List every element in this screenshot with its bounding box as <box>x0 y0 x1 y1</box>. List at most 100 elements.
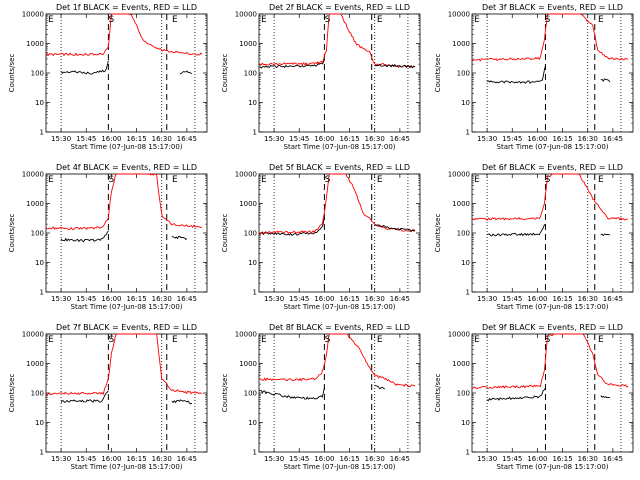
events-series-line <box>259 59 325 69</box>
x-tick-label: 16:45 <box>177 135 197 143</box>
event-marker-label: E <box>172 175 178 185</box>
y-tick-label: 10000 <box>448 331 470 339</box>
y-tick-label: 10000 <box>22 331 44 339</box>
y-axis-label: Counts/sec <box>221 54 229 93</box>
lld-series-line <box>258 333 416 388</box>
y-tick-label: 10 <box>35 419 44 427</box>
x-tick-label: 16:15 <box>552 295 572 303</box>
event-marker-label: S <box>325 175 331 185</box>
x-tick-label: 15:30 <box>264 455 284 463</box>
events-series-line <box>374 224 416 232</box>
panel-title: Det 5f BLACK = Events, RED = LLD <box>269 163 410 172</box>
lld-series-line <box>258 13 416 69</box>
panel-svg: Det 6f BLACK = Events, RED = LLD 1 10 100 10… <box>434 163 634 311</box>
event-marker-label: E <box>377 175 383 185</box>
y-tick-label: 10 <box>248 259 257 267</box>
x-tick-label: 16:00 <box>314 455 334 463</box>
y-axis-label: Counts/sec <box>221 214 229 253</box>
y-tick-label: 1 <box>40 289 44 297</box>
event-marker-label: S <box>325 15 331 25</box>
y-tick-label: 10 <box>35 99 44 107</box>
y-tick-label: 1 <box>466 289 470 297</box>
detector-panel: Det 5f BLACK = Events, RED = LLD 1 10 100 10… <box>213 160 426 320</box>
x-tick-label: 15:30 <box>264 295 284 303</box>
y-axis-label: Counts/sec <box>8 214 16 253</box>
x-tick-label: 16:00 <box>527 295 547 303</box>
y-tick-label: 10000 <box>235 171 257 179</box>
y-tick-label: 1000 <box>239 40 257 48</box>
y-tick-label: 1000 <box>26 40 44 48</box>
x-tick-label: 16:00 <box>101 135 121 143</box>
x-tick-label: 16:45 <box>603 295 623 303</box>
lld-series-line <box>471 333 629 390</box>
events-series-line <box>600 78 611 83</box>
plot-frame <box>45 173 208 293</box>
event-marker-label: E <box>261 335 267 345</box>
detector-panel: Det 8f BLACK = Events, RED = LLD 1 10 100 10… <box>213 320 426 480</box>
event-marker-label: S <box>545 335 551 345</box>
y-tick-label: 1000 <box>239 360 257 368</box>
events-series-line <box>258 216 325 236</box>
y-tick-label: 10 <box>461 259 470 267</box>
plot-frame <box>258 333 421 453</box>
event-marker-label: E <box>598 175 604 185</box>
lld-series-line <box>471 13 629 62</box>
y-tick-label: 100 <box>31 230 44 238</box>
y-tick-label: 100 <box>244 230 257 238</box>
y-tick-label: 1000 <box>239 200 257 208</box>
lld-series-line <box>45 13 203 57</box>
x-tick-label: 15:30 <box>51 295 71 303</box>
panel-title: Det 4f BLACK = Events, RED = LLD <box>56 163 197 172</box>
events-series-line <box>486 387 546 402</box>
event-marker-label: E <box>48 175 54 185</box>
event-marker-label: S <box>109 335 115 345</box>
events-series-line <box>600 395 610 399</box>
plot-frame <box>45 13 208 133</box>
panel-title: Det 2f BLACK = Events, RED = LLD <box>269 3 410 12</box>
y-tick-label: 10 <box>35 259 44 267</box>
x-tick-label: 16:30 <box>152 135 172 143</box>
panel-title: Det 7f BLACK = Events, RED = LLD <box>56 323 197 332</box>
x-tick-label: 16:30 <box>578 455 598 463</box>
x-tick-label: 16:45 <box>390 295 410 303</box>
y-tick-label: 1000 <box>26 360 44 368</box>
events-series-line <box>171 235 188 241</box>
x-tick-label: 16:00 <box>527 135 547 143</box>
x-tick-label: 16:45 <box>603 135 623 143</box>
panel-svg: Det 4f BLACK = Events, RED = LLD 1 10 100 10… <box>8 163 208 311</box>
y-tick-label: 1000 <box>452 40 470 48</box>
y-tick-label: 10000 <box>448 11 470 19</box>
panel-title: Det 1f BLACK = Events, RED = LLD <box>56 3 197 12</box>
x-tick-label: 15:45 <box>502 455 522 463</box>
y-tick-label: 100 <box>31 390 44 398</box>
y-tick-label: 10000 <box>235 331 257 339</box>
x-tick-label: 15:30 <box>51 135 71 143</box>
event-marker-label: S <box>109 15 115 25</box>
plot-frame <box>471 173 634 293</box>
y-tick-label: 1 <box>466 449 470 457</box>
y-tick-label: 10000 <box>235 11 257 19</box>
detector-panel: Det 3f BLACK = Events, RED = LLD 1 10 100 10… <box>426 0 639 160</box>
panel-svg: Det 3f BLACK = Events, RED = LLD 1 10 100 10… <box>434 3 634 151</box>
events-series-line <box>600 233 611 237</box>
x-tick-label: 15:45 <box>289 135 309 143</box>
y-axis-label: Counts/sec <box>8 374 16 413</box>
y-tick-label: 100 <box>457 70 470 78</box>
event-marker-label: S <box>545 175 551 185</box>
x-axis-label: Start Time (07-Jun-08 15:17:00) <box>71 463 183 471</box>
detector-panel: Det 6f BLACK = Events, RED = LLD 1 10 100 10… <box>426 160 639 320</box>
event-marker-label: E <box>48 15 54 25</box>
y-axis-label: Counts/sec <box>221 374 229 413</box>
detector-panel: Det 7f BLACK = Events, RED = LLD 1 10 100 10… <box>0 320 213 480</box>
event-marker-label: E <box>172 335 178 345</box>
panel-title: Det 3f BLACK = Events, RED = LLD <box>482 3 623 12</box>
x-tick-label: 16:15 <box>339 295 359 303</box>
event-marker-label: S <box>545 15 551 25</box>
y-tick-label: 1 <box>253 449 257 457</box>
x-tick-label: 16:00 <box>101 295 121 303</box>
x-tick-label: 16:30 <box>578 295 598 303</box>
plot-frame <box>258 13 421 133</box>
event-marker-label: S <box>109 175 115 185</box>
y-tick-label: 1 <box>466 129 470 137</box>
x-tick-label: 16:00 <box>527 455 547 463</box>
